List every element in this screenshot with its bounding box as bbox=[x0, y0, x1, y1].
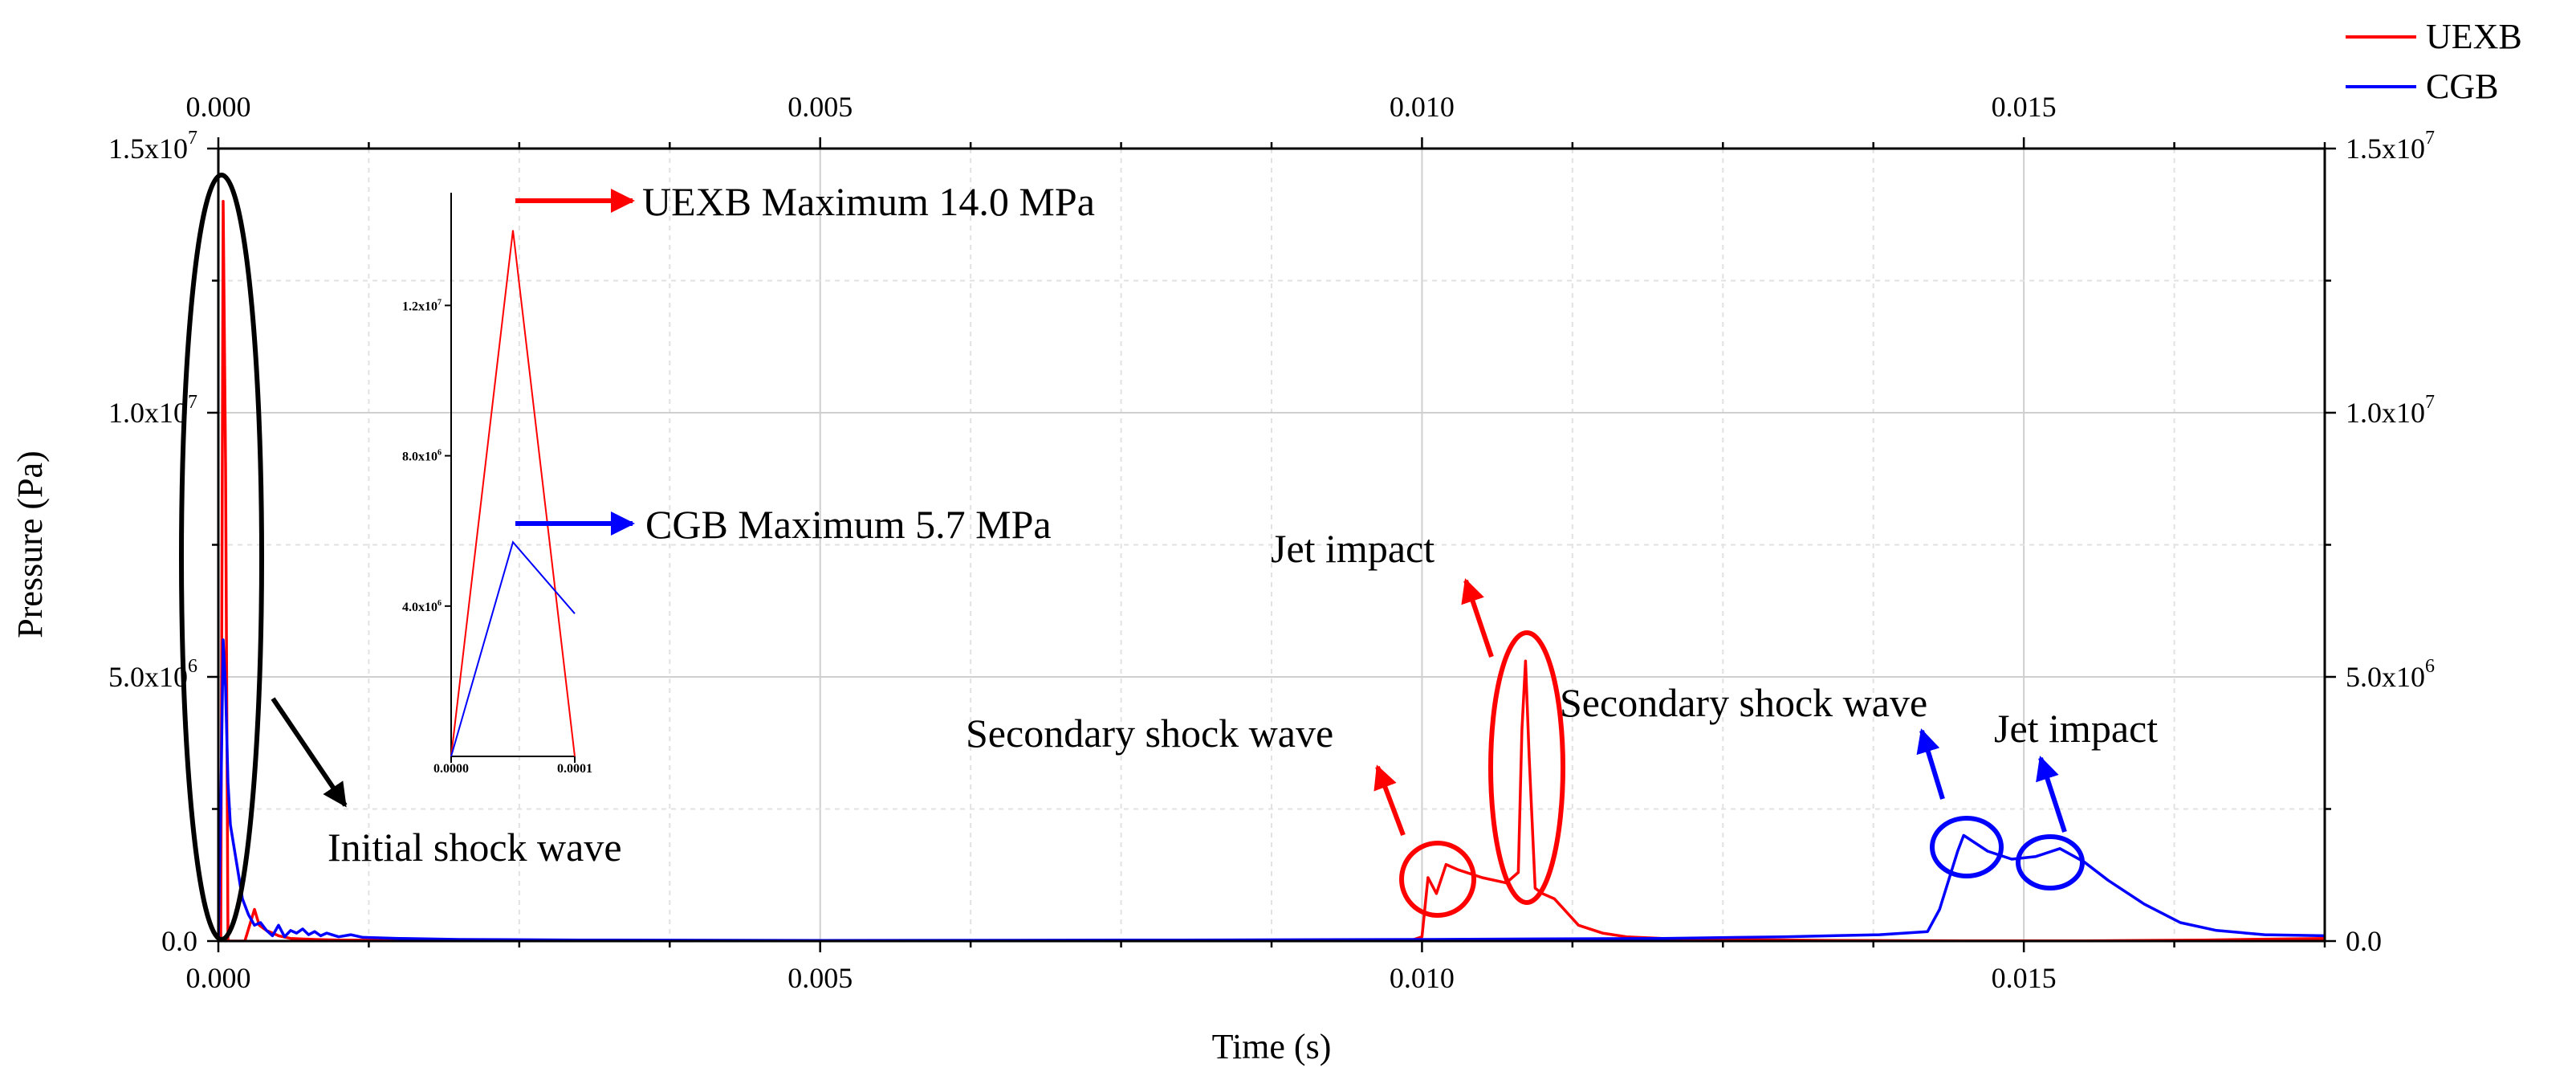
x-tick-label-top: 0.005 bbox=[787, 91, 853, 123]
blue-jet-ellipse bbox=[2016, 834, 2085, 890]
series-line-uexb bbox=[218, 200, 2325, 941]
blue-jet-label: Jet impact bbox=[1994, 706, 2158, 751]
x-tick-label: 0.005 bbox=[787, 962, 853, 994]
red-secondary-label: Secondary shock wave bbox=[966, 711, 1333, 756]
annotations: Initial shock wave UEXB Maximum 14.0 MPa… bbox=[179, 173, 2158, 942]
x-tick-label: 0.015 bbox=[1992, 962, 2057, 994]
inset-ticks: 4.0x106 8.0x106 1.2x107 bbox=[402, 298, 576, 763]
series-line-cgb bbox=[218, 638, 2325, 941]
cgb-max-label: CGB Maximum 5.7 MPa bbox=[645, 502, 1052, 547]
y-axis-title: Pressure (Pa) bbox=[10, 450, 50, 638]
x-tick-labels-bottom: 0.000 0.005 0.010 0.015 bbox=[186, 962, 2057, 994]
inset-y-tick-label: 8.0x106 bbox=[402, 449, 442, 464]
legend-label-uexb: UEXB bbox=[2426, 17, 2522, 56]
initial-shock-ellipse bbox=[179, 173, 264, 942]
x-tick-label: 0.000 bbox=[186, 962, 251, 994]
y-tick-label-right: 0.0 bbox=[2346, 925, 2382, 957]
red-jet-arrow bbox=[1461, 578, 1494, 658]
inset-y-tick-label: 1.2x107 bbox=[402, 298, 442, 313]
x-tick-label-top: 0.010 bbox=[1390, 91, 1455, 123]
uexb-max-label: UEXB Maximum 14.0 MPa bbox=[642, 179, 1095, 224]
x-tick-labels-top: 0.000 0.005 0.010 0.015 bbox=[186, 91, 2057, 123]
x-tick-label-top: 0.000 bbox=[186, 91, 251, 123]
red-jet-label: Jet impact bbox=[1271, 526, 1435, 571]
initial-shock-arrow bbox=[271, 697, 348, 808]
y-tick-label: 1.5x107 bbox=[108, 128, 197, 165]
blue-secondary-arrow bbox=[1916, 728, 1945, 800]
blue-jet-arrow bbox=[2036, 756, 2067, 833]
axis-ticks bbox=[207, 137, 2336, 952]
inset-series-cgb bbox=[450, 540, 576, 757]
legend-label-cgb: CGB bbox=[2426, 67, 2498, 106]
red-secondary-arrow bbox=[1373, 764, 1406, 837]
y-tick-label: 0.0 bbox=[161, 925, 197, 957]
y-tick-labels-right: 0.0 5.0x106 1.0x107 1.5x107 bbox=[2346, 128, 2435, 957]
red-secondary-circle bbox=[1399, 841, 1476, 918]
y-tick-label-right: 1.5x107 bbox=[2346, 128, 2435, 165]
inset-zoom-plot: 4.0x106 8.0x106 1.2x107 0.0000 0.0001 bbox=[402, 193, 592, 776]
x-tick-label-top: 0.015 bbox=[1992, 91, 2057, 123]
inset-x-tick-left: 0.0000 bbox=[433, 762, 469, 776]
blue-secondary-label: Secondary shock wave bbox=[1560, 680, 1927, 725]
legend: UEXB CGB bbox=[2346, 17, 2522, 106]
inset-series-uexb bbox=[450, 230, 576, 757]
x-axis-title: Time (s) bbox=[1212, 1027, 1332, 1066]
blue-secondary-ellipse bbox=[1930, 816, 2004, 878]
red-jet-ellipse bbox=[1488, 630, 1565, 905]
initial-shock-label: Initial shock wave bbox=[328, 825, 622, 870]
inset-y-tick-label: 4.0x106 bbox=[402, 599, 442, 614]
y-tick-label-right: 5.0x106 bbox=[2346, 656, 2435, 693]
x-tick-label: 0.010 bbox=[1390, 962, 1455, 994]
y-tick-label-right: 1.0x107 bbox=[2346, 392, 2435, 429]
inset-x-tick-right: 0.0001 bbox=[557, 762, 592, 776]
